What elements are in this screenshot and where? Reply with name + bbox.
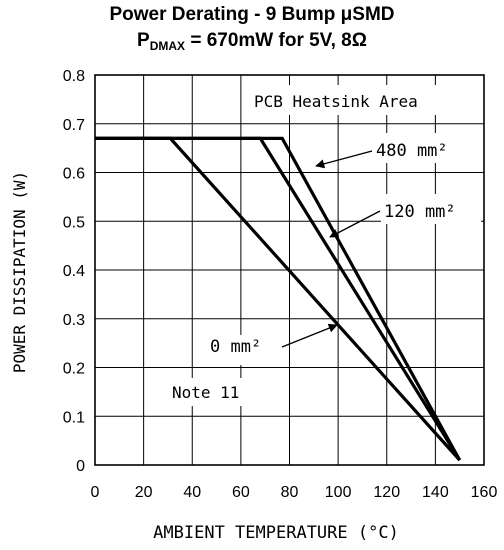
y-tick-label: 0.8: [63, 68, 85, 85]
series-line-480: [95, 136, 462, 461]
series-lines: [95, 136, 462, 462]
x-tick-label: 60: [232, 484, 250, 501]
chart-title: Power Derating - 9 Bump μSMD: [109, 4, 395, 25]
x-tick-label: 140: [422, 484, 449, 501]
label-bg-120: [381, 194, 481, 224]
x-tick-label: 40: [183, 484, 201, 501]
x-tick-label: 120: [373, 484, 400, 501]
legend-title: PCB Heatsink Area: [254, 92, 418, 111]
series-label-120: 120 mm²: [384, 202, 456, 222]
subtitle-text: = 670mW for 5V, 8Ω: [185, 30, 367, 51]
x-tick-label: 0: [91, 484, 100, 501]
subtitle-symbol: P: [137, 30, 150, 51]
x-axis-label: AMBIENT TEMPERATURE (°C): [153, 523, 399, 543]
label-bg-0: [206, 335, 286, 365]
plot-frame: [94, 74, 485, 466]
y-tick-label: 0.3: [63, 312, 85, 329]
series-label-0: 0 mm²: [210, 337, 261, 357]
series-line-120: [95, 136, 462, 461]
x-tick-label: 80: [281, 484, 299, 501]
y-axis-ticks: 0 0.1 0.2 0.3 0.4 0.5 0.6 0.7 0.8: [63, 68, 85, 475]
x-tick-label: 20: [135, 484, 153, 501]
arrow-0: [281, 323, 338, 348]
y-tick-label: 0.6: [63, 166, 85, 183]
note-label: Note 11: [172, 383, 239, 402]
x-tick-label: 100: [325, 484, 352, 501]
y-tick-label: 0.1: [63, 409, 85, 426]
series-label-480: 480 mm²: [376, 141, 448, 161]
y-tick-label: 0: [76, 458, 85, 475]
arrow-480: [315, 150, 373, 169]
arrow-120: [329, 210, 381, 238]
note-bg: [163, 378, 258, 406]
x-tick-label: 160: [471, 484, 498, 501]
y-tick-label: 0.2: [63, 361, 85, 378]
label-bg-480: [372, 133, 476, 163]
series-line-0: [95, 136, 461, 462]
y-tick-label: 0.7: [63, 117, 85, 134]
chart-subtitle: PDMAX = 670mW for 5V, 8Ω: [0, 30, 504, 57]
legend-box: [243, 85, 448, 115]
y-tick-label: 0.4: [63, 263, 85, 280]
y-axis-label: POWER DISSIPATION (W): [10, 171, 29, 373]
x-axis-ticks: 0 20 40 60 80 100 120 140 160: [91, 484, 498, 501]
subtitle-subscript: DMAX: [149, 39, 186, 53]
y-tick-label: 0.5: [63, 214, 85, 231]
